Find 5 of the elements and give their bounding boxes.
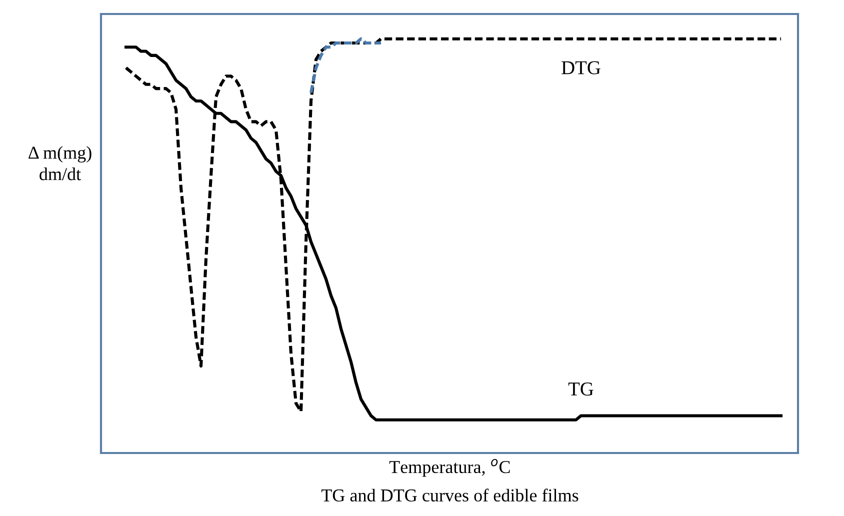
x-axis-title: Temperatura, $^{o}$C <box>389 458 510 477</box>
y-axis-title: Δ m(mg) dm/dt <box>28 146 92 180</box>
text: TG and DTG curves of edible films <box>321 488 578 502</box>
series-label: TG <box>568 382 594 396</box>
series-label: DTG <box>562 61 600 74</box>
